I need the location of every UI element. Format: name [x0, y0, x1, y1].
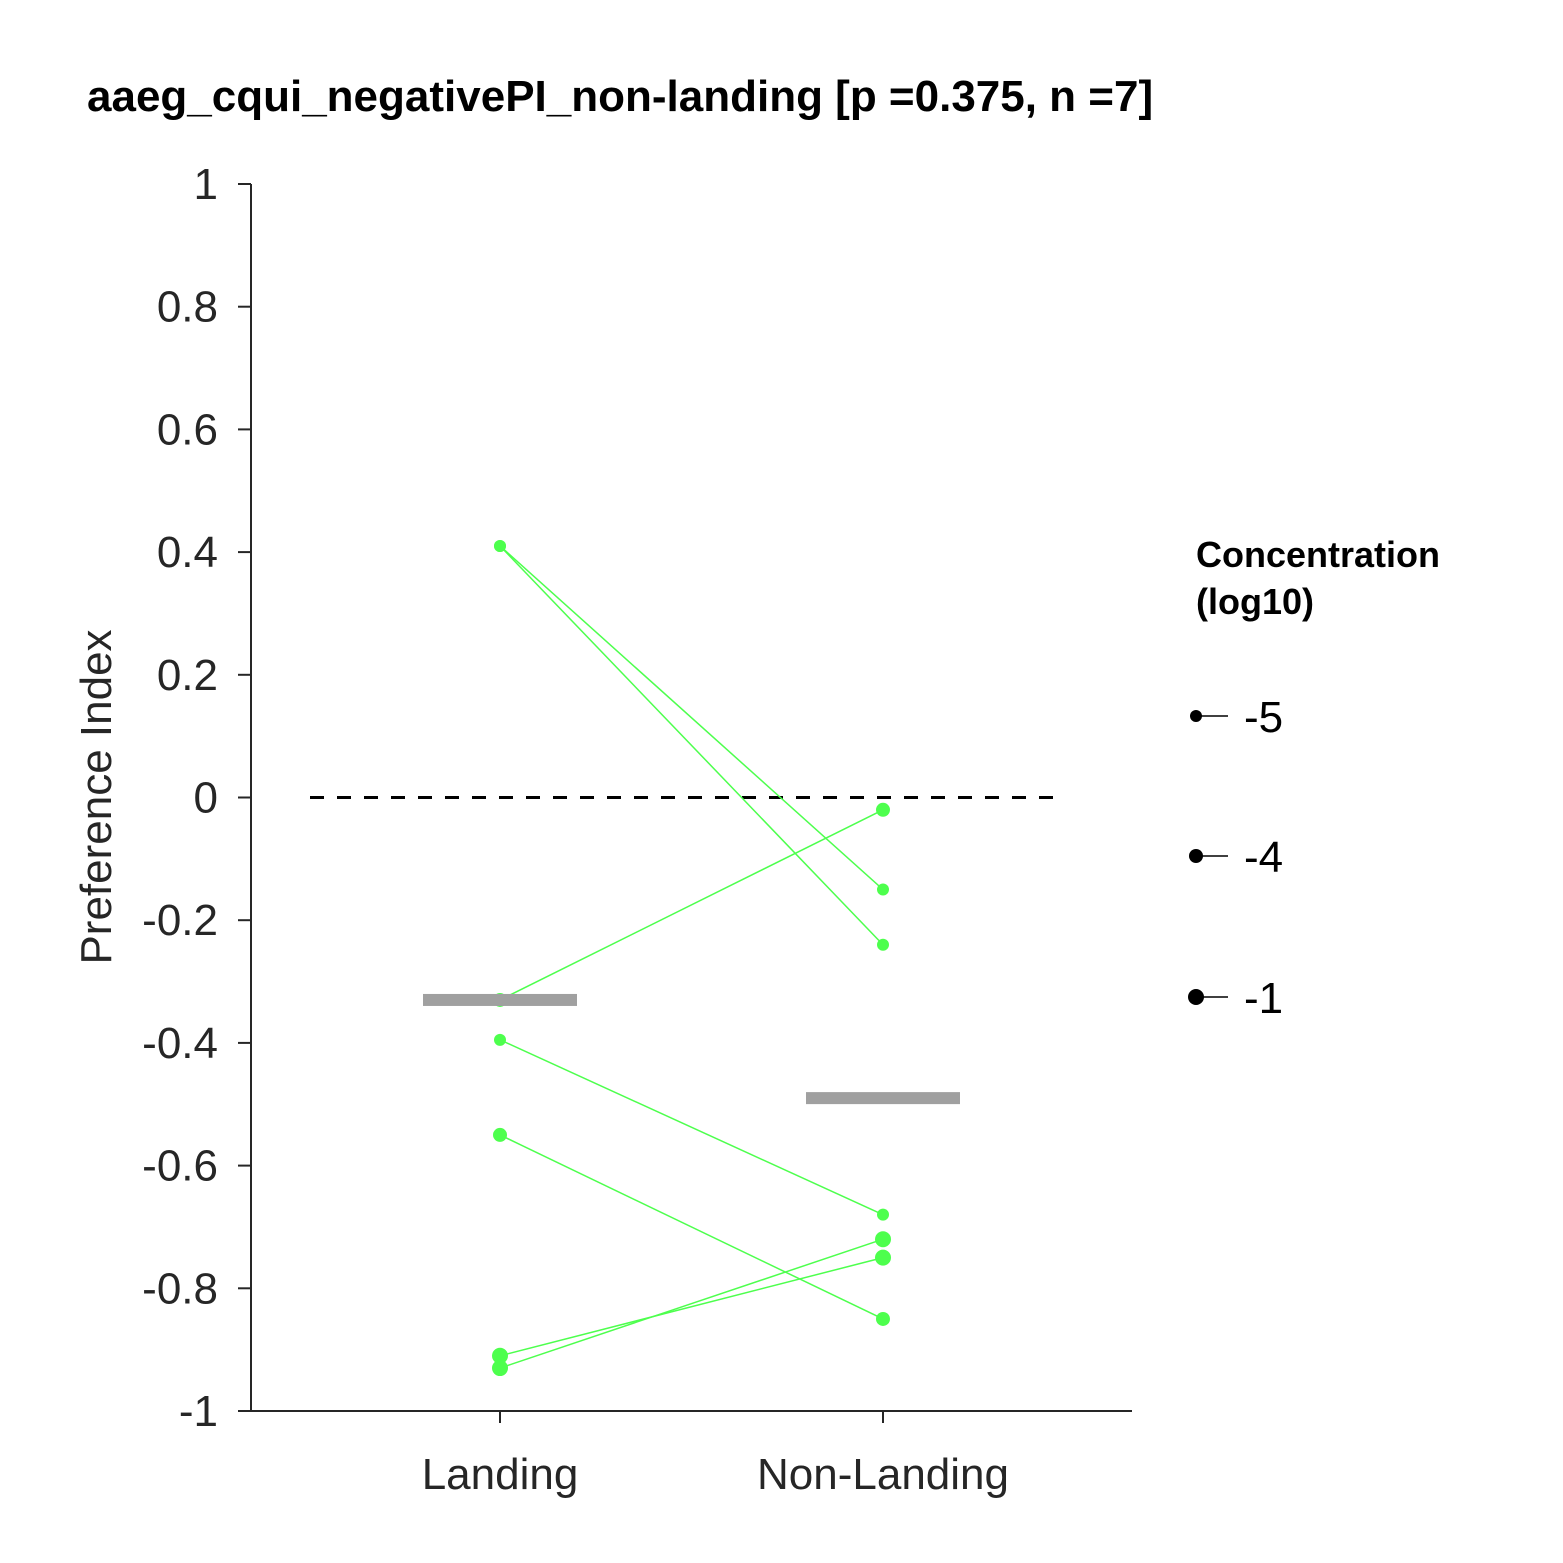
pair-line: [499, 1238, 884, 1369]
y-tick-label: 0.2: [157, 651, 218, 700]
legend-marker: [1188, 989, 1204, 1005]
legend-label: -5: [1244, 693, 1283, 742]
y-tick-label: 0.8: [157, 283, 218, 332]
landing-point: [493, 1127, 507, 1142]
landing-point: [492, 1360, 508, 1377]
y-tick-label: -0.4: [142, 1019, 218, 1068]
pair-lines: [499, 545, 884, 1369]
y-tick-label: -0.6: [142, 1142, 218, 1191]
legend-marker: [1189, 849, 1203, 863]
non-landing-point: [875, 1231, 891, 1248]
data-points: [492, 539, 891, 1377]
legend: Concentration (log10) -5 -4 -1: [1188, 534, 1440, 1023]
legend-label: -4: [1244, 833, 1283, 882]
non-landing-point: [876, 802, 890, 817]
y-tick-label: 1: [194, 160, 218, 209]
x-axis-ticks: Landing Non-Landing: [422, 1411, 1009, 1499]
landing-point: [494, 539, 506, 552]
y-tick-label: 0: [194, 774, 218, 823]
landing-point: [494, 1033, 506, 1046]
y-tick-label: -1: [179, 1387, 218, 1436]
legend-label: -1: [1244, 974, 1283, 1023]
legend-title-line-2: (log10): [1196, 581, 1314, 622]
non-landing-point: [877, 1208, 889, 1221]
non-landing-point: [875, 1249, 891, 1266]
y-axis-ticks: 1 0.8 0.6 0.4 0.2 0 -0.2 -0.4 -0.6 -0.8 -1: [142, 160, 251, 1436]
median-bars: [423, 993, 960, 1105]
legend-title-line-1: Concentration: [1196, 534, 1440, 575]
chart-title: aaeg_cqui_negativePI_non-landing [p =0.3…: [87, 72, 1153, 121]
x-tick-label: Non-Landing: [757, 1450, 1009, 1499]
non-landing-point: [877, 883, 889, 896]
pair-line: [499, 1256, 884, 1357]
legend-marker: [1190, 710, 1202, 722]
pair-line: [499, 809, 884, 1001]
landing-point: [492, 1347, 508, 1364]
y-tick-label: 0.4: [157, 528, 218, 577]
pair-line: [499, 545, 884, 946]
pair-line: [499, 545, 884, 891]
non-landing-point: [876, 1311, 890, 1326]
non-landing-point: [877, 938, 889, 951]
y-tick-label: -0.2: [142, 896, 218, 945]
median-bar: [423, 993, 577, 1006]
pair-line: [499, 1039, 884, 1216]
legend-entries: -5 -4 -1: [1188, 693, 1283, 1023]
y-tick-label: -0.8: [142, 1264, 218, 1313]
median-bar: [806, 1092, 960, 1105]
y-tick-label: 0.6: [157, 405, 218, 454]
y-axis-label: Preference Index: [72, 629, 121, 964]
x-tick-label: Landing: [422, 1450, 579, 1499]
pair-line: [499, 1134, 884, 1320]
